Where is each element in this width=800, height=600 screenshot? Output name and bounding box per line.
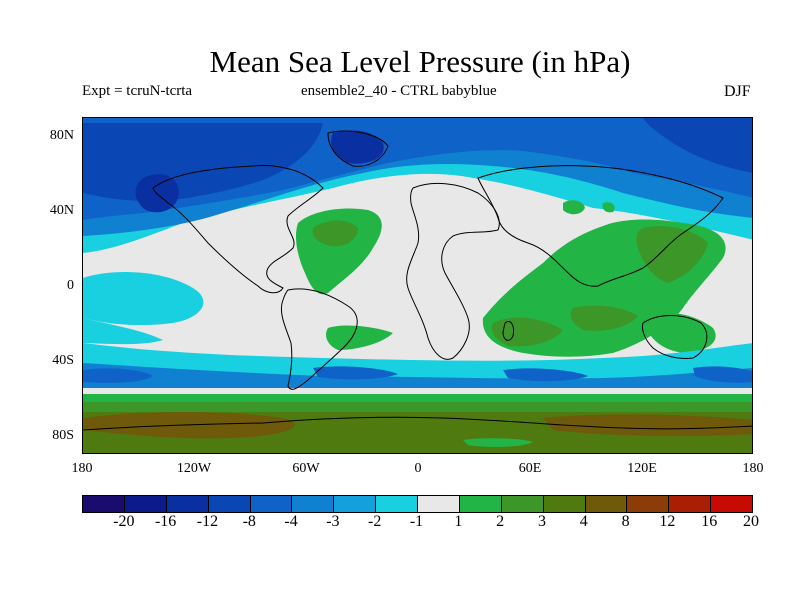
x-tick-label: 180 (742, 461, 764, 476)
colorbar-swatch (250, 496, 293, 512)
colorbar-label: 8 (621, 513, 630, 530)
pressure-map (82, 117, 753, 454)
colorbar-swatch (585, 496, 628, 512)
coast-north-america (152, 164, 324, 294)
colorbar-swatch (124, 496, 167, 512)
colorbar-swatch (711, 496, 752, 512)
colorbar-label: -2 (368, 513, 382, 530)
south-atlantic-green (326, 325, 393, 350)
southern-blue-cell-west (83, 368, 153, 383)
y-tick-label: 0 (67, 278, 74, 293)
coast-asia (477, 165, 724, 287)
coast-antarctica (83, 416, 752, 431)
colorbar (82, 495, 753, 513)
x-tick-label: 60E (518, 461, 542, 476)
southern-blue-band (83, 363, 752, 388)
greenland-cell (331, 130, 384, 164)
antarctic-green-band (83, 394, 752, 404)
experiment-label: Expt = tcruN-tcrta (82, 83, 193, 99)
colorbar-swatch (83, 496, 125, 512)
season-label: DJF (724, 83, 751, 100)
colorbar-label: 20 (743, 513, 759, 530)
colorbar-label: -8 (242, 513, 256, 530)
colorbar-swatch (501, 496, 544, 512)
antarctic-dark-green-band (83, 402, 752, 414)
colorbar-label: -12 (196, 513, 219, 530)
colorbar-swatch (292, 496, 335, 512)
asia-green-patch (563, 200, 585, 215)
colorbar-swatch (459, 496, 502, 512)
x-tick-label: 0 (414, 461, 422, 476)
north-deep-blue-cell-east (643, 118, 752, 173)
coast-europe-africa (406, 183, 500, 360)
x-tick-label: 120E (627, 461, 657, 476)
x-tick-label: 120W (176, 461, 212, 476)
colorbar-label: -1 (409, 513, 424, 530)
southern-blue-cell-far-east (693, 366, 752, 383)
y-tick-label: 40S (52, 353, 74, 368)
indian-ocean-dark-green (491, 317, 563, 347)
y-tick-label: 80S (52, 428, 74, 443)
pressure-field-svg (83, 118, 752, 453)
colorbar-swatch (627, 496, 670, 512)
antarctic-brown-cell-east (543, 414, 752, 437)
x-tick-label: 180 (71, 461, 93, 476)
colorbar-label: 2 (496, 513, 505, 530)
australia-green (643, 312, 716, 353)
colorbar-swatch (334, 496, 377, 512)
map-title: Mean Sea Level Pressure (in hPa) (209, 44, 631, 79)
southern-blue-cell-east (503, 368, 588, 382)
southern-blue-cell-mid (313, 366, 398, 380)
asia-green-patch-2 (602, 202, 615, 213)
colorbar-label: 1 (454, 513, 463, 530)
colorbar-label: 3 (537, 513, 546, 530)
colorbar-label: 12 (659, 513, 676, 530)
coastlines (83, 130, 752, 431)
east-pacific-cyan (83, 272, 204, 326)
colorbar-swatch (166, 496, 209, 512)
y-tick-label: 40N (49, 203, 74, 218)
colorbar-label: -20 (113, 513, 135, 530)
colorbar-label: 4 (579, 513, 588, 530)
x-tick-label: 60W (292, 461, 320, 476)
colorbar-swatch (376, 496, 418, 512)
coast-south-america (280, 288, 358, 390)
antarctic-green-patch (463, 438, 533, 447)
colorbar-label: -3 (326, 513, 340, 530)
coast-australia (642, 315, 708, 359)
ensemble-label: ensemble2_40 - CTRL babyblue (301, 83, 497, 99)
colorbar-swatch (208, 496, 251, 512)
west-pacific-dark-green (636, 226, 708, 283)
south-indian-dark-green (570, 305, 638, 331)
south-pacific-cyan (83, 318, 163, 345)
colorbar-label: 16 (701, 513, 718, 530)
north-atlantic-dark-green (312, 220, 358, 247)
colorbar-label: -16 (154, 513, 177, 530)
colorbar-label: -4 (284, 513, 298, 530)
coast-greenland (327, 130, 389, 167)
coast-madagascar (502, 321, 514, 341)
colorbar-swatch (543, 496, 586, 512)
y-tick-label: 80N (49, 128, 74, 143)
colorbar-swatch (418, 496, 460, 512)
colorbar-swatch (669, 496, 712, 512)
